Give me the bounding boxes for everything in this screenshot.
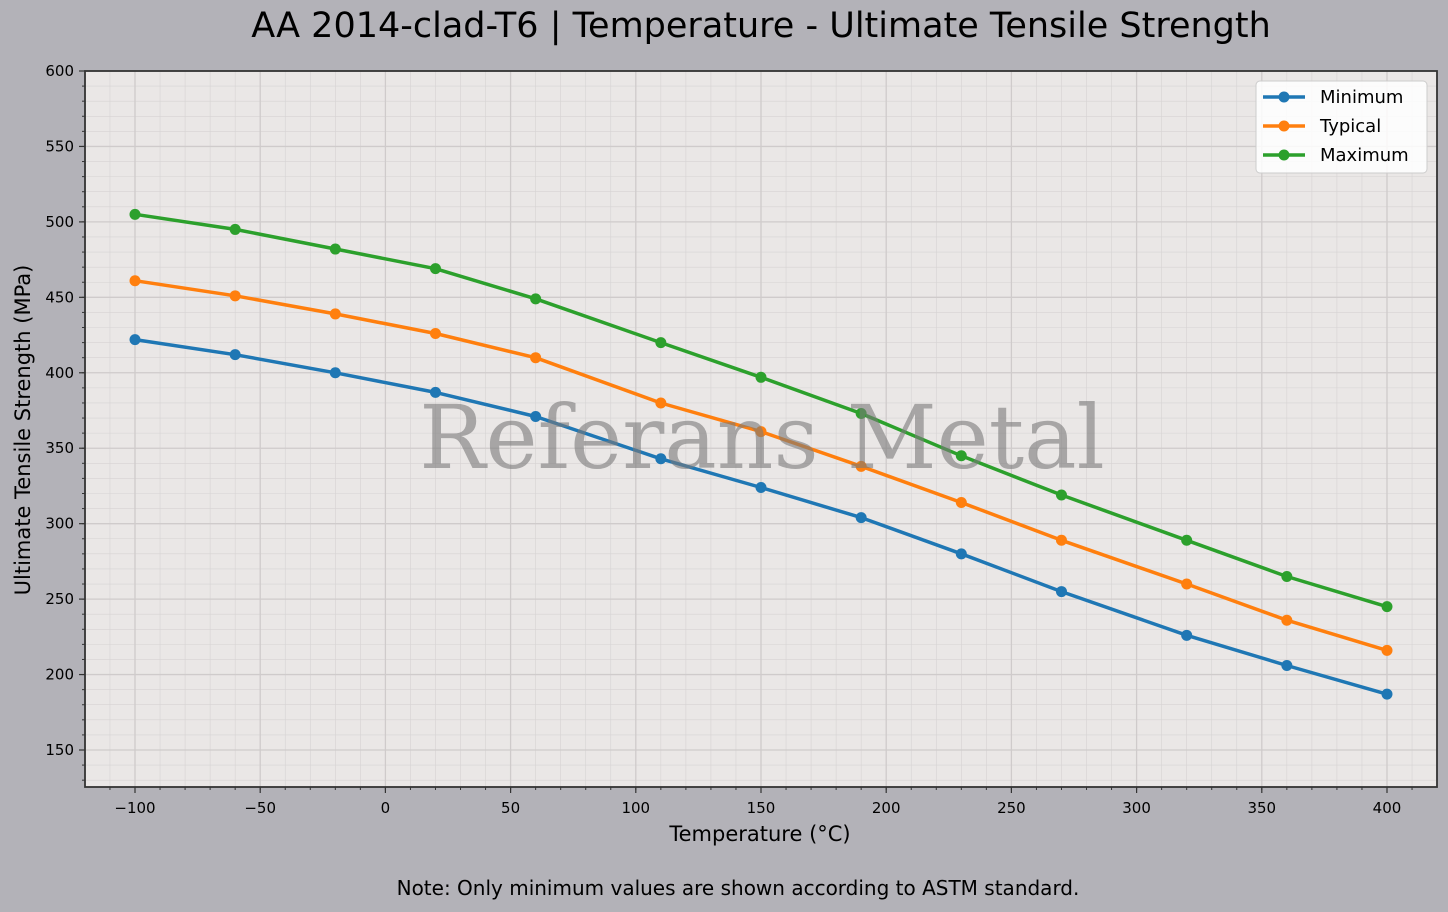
data-point — [1381, 644, 1393, 656]
data-point — [1281, 614, 1293, 626]
data-point — [1055, 489, 1067, 501]
data-point — [129, 334, 141, 346]
data-point — [129, 275, 141, 287]
y-tick-label: 200 — [45, 666, 74, 684]
x-tick-label: 200 — [872, 799, 901, 817]
data-point — [1055, 586, 1067, 598]
svg-text:Maximum: Maximum — [1320, 145, 1409, 166]
data-point — [755, 426, 767, 438]
data-point — [655, 453, 667, 465]
data-point — [655, 337, 667, 349]
y-tick-label: 400 — [45, 364, 74, 382]
data-point — [229, 223, 241, 235]
x-tick-label: 100 — [621, 799, 650, 817]
data-point — [229, 349, 241, 361]
data-point — [1181, 578, 1193, 590]
y-tick-label: 550 — [45, 137, 74, 155]
x-axis-ticks: −100 −50 0 50 100 150 200 250 300 350 400 — [109, 787, 1413, 817]
data-point — [329, 367, 341, 379]
y-tick-label: 250 — [45, 590, 74, 608]
legend-item-typical: Typical — [1263, 116, 1381, 137]
data-point — [955, 450, 967, 462]
y-tick-label: 450 — [45, 288, 74, 306]
data-point — [329, 308, 341, 320]
y-tick-label: 150 — [45, 741, 74, 759]
x-tick-label: 400 — [1373, 799, 1402, 817]
legend: Minimum Typical Maximum — [1255, 80, 1428, 174]
svg-text:Minimum: Minimum — [1320, 87, 1403, 108]
legend-item-maximum: Maximum — [1263, 145, 1409, 166]
x-tick-label: −100 — [114, 799, 155, 817]
series-typical — [129, 275, 1393, 656]
y-tick-label: 600 — [45, 62, 74, 80]
y-axis-label: Ultimate Tensile Strength (MPa) — [11, 265, 35, 596]
data-point — [129, 208, 141, 220]
data-point — [1281, 570, 1293, 582]
series-lines — [129, 208, 1393, 700]
y-axis-ticks: 150 200 250 300 350 400 450 500 550 600 — [45, 62, 85, 781]
data-point — [755, 371, 767, 383]
x-tick-label: −50 — [244, 799, 276, 817]
data-point — [530, 293, 542, 305]
data-point — [1055, 534, 1067, 546]
data-point — [429, 386, 441, 398]
data-point — [530, 352, 542, 364]
data-point — [1181, 629, 1193, 641]
chart-title: AA 2014-clad-T6 | Temperature - Ultimate… — [251, 6, 1271, 46]
y-tick-label: 300 — [45, 515, 74, 533]
x-tick-label: 50 — [501, 799, 520, 817]
data-point — [1381, 688, 1393, 700]
data-point — [855, 460, 867, 472]
data-point — [229, 290, 241, 302]
series-minimum — [129, 334, 1393, 700]
x-tick-label: 150 — [747, 799, 776, 817]
x-tick-label: 250 — [997, 799, 1026, 817]
data-point — [530, 411, 542, 423]
footnote: Note: Only minimum values are shown acco… — [396, 876, 1080, 900]
data-point — [955, 548, 967, 560]
data-point — [1281, 660, 1293, 672]
data-point — [429, 328, 441, 340]
x-axis-label: Temperature (°C) — [668, 822, 850, 846]
watermark: Referans Metal — [419, 386, 1104, 489]
legend-item-minimum: Minimum — [1263, 87, 1403, 108]
svg-text:Typical: Typical — [1319, 116, 1381, 137]
x-tick-label: 300 — [1122, 799, 1151, 817]
data-point — [655, 397, 667, 409]
data-point — [429, 263, 441, 275]
data-point — [855, 512, 867, 524]
y-tick-label: 500 — [45, 213, 74, 231]
data-point — [755, 481, 767, 493]
data-point — [1381, 601, 1393, 613]
data-point — [329, 243, 341, 255]
data-point — [955, 497, 967, 509]
data-point — [1181, 534, 1193, 546]
x-tick-label: 350 — [1247, 799, 1276, 817]
series-maximum — [129, 208, 1393, 613]
y-tick-label: 350 — [45, 439, 74, 457]
data-point — [855, 408, 867, 420]
x-tick-label: 0 — [381, 799, 391, 817]
